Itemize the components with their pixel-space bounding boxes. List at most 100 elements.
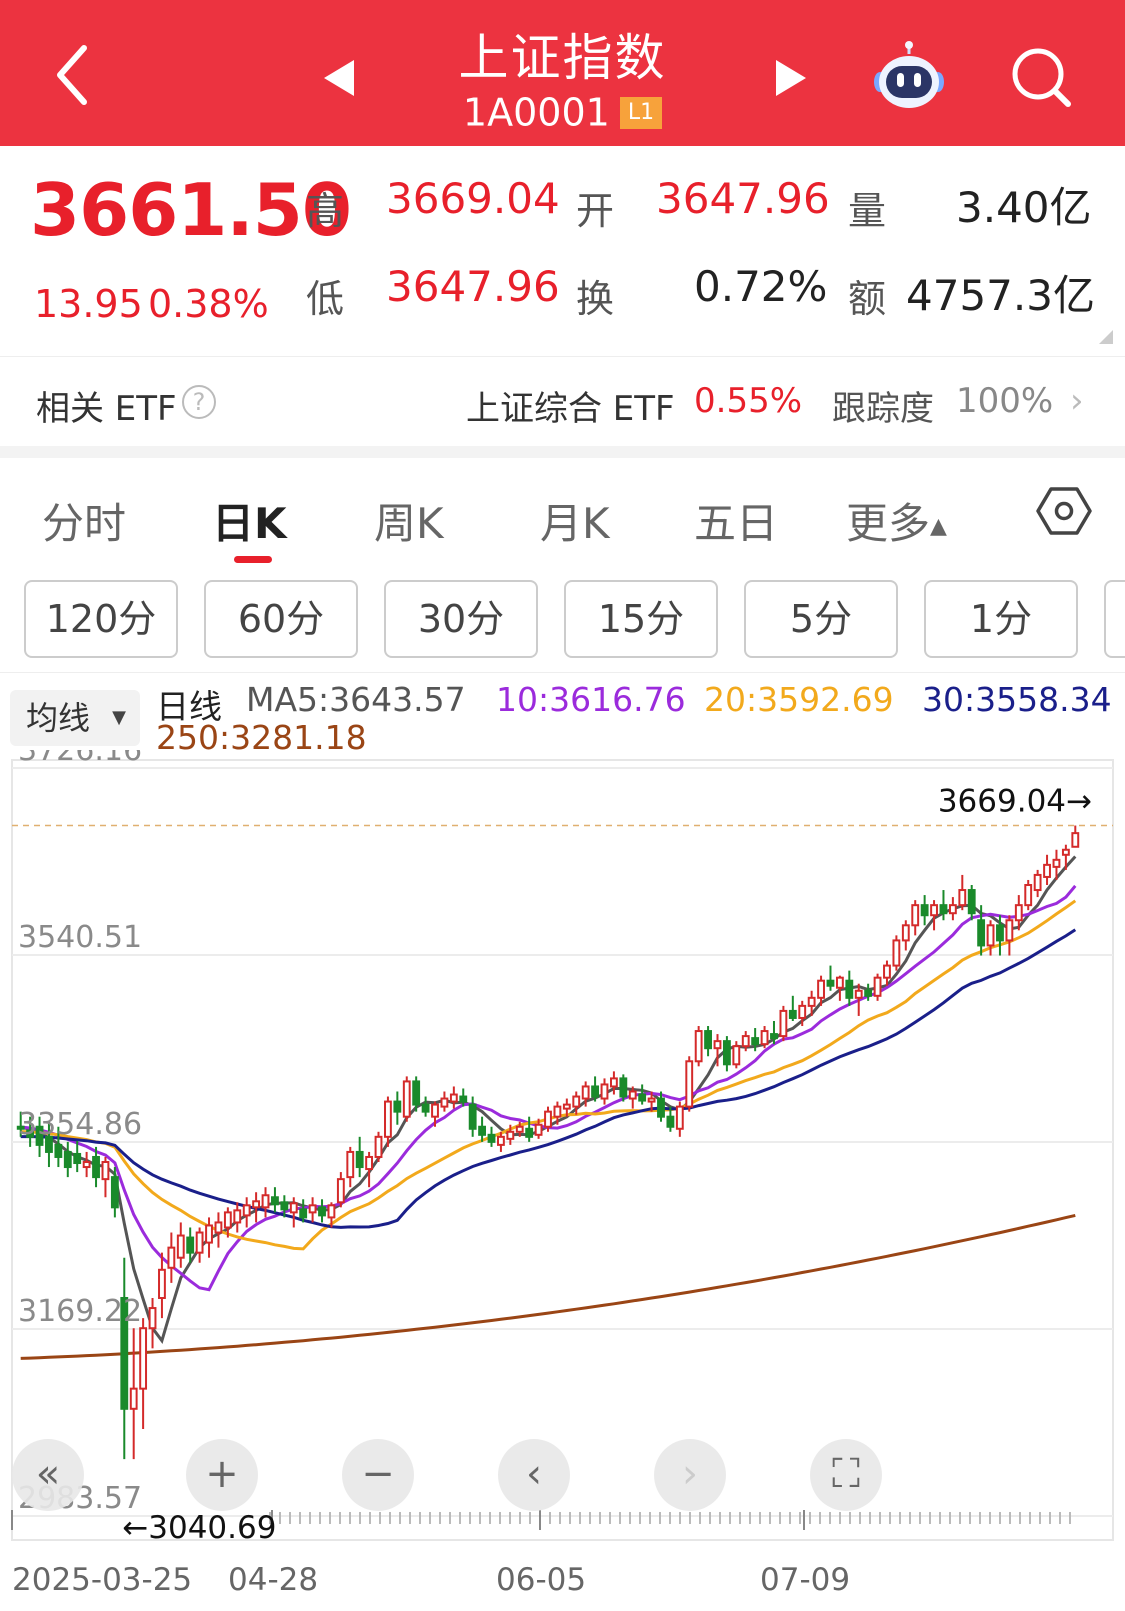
robot-assistant-icon[interactable]: [872, 40, 946, 114]
tab-daily-k[interactable]: 日K: [212, 499, 287, 548]
candle-body: [308, 1204, 317, 1214]
candle-body: [572, 1095, 581, 1108]
ma-selector[interactable]: 均线 ▼: [10, 690, 140, 746]
tab-five-day[interactable]: 五日: [694, 499, 779, 548]
candle-body: [139, 1327, 148, 1390]
candle-body: [525, 1127, 534, 1138]
section-divider: [0, 446, 1125, 458]
axis-labels: 3726.163540.513354.863169.222983.573669.…: [12, 750, 1092, 1598]
period-1min[interactable]: 1分: [924, 580, 1078, 658]
scroll-right-button[interactable]: ›: [654, 1439, 726, 1511]
candle-body: [35, 1125, 44, 1146]
candle-body: [346, 1150, 355, 1179]
candle-body: [120, 1296, 129, 1410]
zoom-in-button[interactable]: +: [186, 1439, 258, 1511]
candle-body: [883, 964, 891, 979]
candle-body: [497, 1135, 505, 1146]
candle-body: [704, 1030, 712, 1050]
related-etf-row[interactable]: 相关 ETF ? 上证综合 ETF 0.55% 跟踪度 100% ›: [0, 356, 1125, 446]
kline-chart[interactable]: 3726.16 3540.51 3354.86 3169.22 2983.57 3669.…: [0, 750, 1125, 1611]
chevron-right-icon: ›: [1070, 381, 1084, 421]
candle-body: [958, 889, 967, 907]
y-tick-label: 3354.86: [18, 1107, 142, 1142]
rewind-button[interactable]: «: [12, 1439, 84, 1511]
related-etf-label: 相关 ETF: [36, 389, 177, 429]
candle-body: [581, 1085, 590, 1100]
search-icon[interactable]: [1008, 44, 1074, 110]
candle-body: [892, 939, 901, 967]
candle-body: [421, 1103, 430, 1113]
period-120min[interactable]: 120分: [24, 580, 178, 658]
scroll-left-button[interactable]: ‹: [498, 1439, 570, 1511]
candle-body: [835, 976, 844, 989]
candle-body: [675, 1105, 684, 1130]
tab-weekly-k[interactable]: 周K: [374, 499, 444, 548]
x-tick-label: 06-05: [496, 1562, 586, 1598]
period-30min[interactable]: 30分: [384, 580, 538, 658]
candle-body: [431, 1103, 439, 1118]
candle-body: [82, 1161, 91, 1169]
candle-body: [195, 1231, 204, 1254]
candle-body: [365, 1155, 374, 1171]
turnover-value: 0.72%: [694, 262, 828, 311]
candle-body: [638, 1093, 647, 1102]
tracking-value: 100%: [956, 381, 1054, 421]
y-tick-label: 3726.16: [18, 750, 142, 768]
candle-body: [299, 1208, 308, 1219]
divider: [0, 672, 1125, 673]
candle-body: [1061, 848, 1070, 856]
help-icon[interactable]: ?: [182, 385, 216, 419]
candle-body: [101, 1161, 110, 1181]
candle-body: [845, 979, 854, 999]
x-tick-label: 04-28: [228, 1562, 318, 1598]
tab-monthly-k[interactable]: 月K: [540, 499, 610, 548]
candle-body: [694, 1030, 703, 1063]
candle-body: [271, 1196, 279, 1206]
candle-body: [741, 1035, 750, 1048]
candle-body: [16, 1125, 25, 1130]
candle-body: [129, 1387, 138, 1410]
kline-chart-svg: 3726.163540.513354.863169.222983.573669.…: [11, 750, 1114, 1598]
candle-body: [854, 989, 863, 999]
tab-more[interactable]: 更多▲: [846, 490, 947, 551]
candle-body: [977, 919, 986, 947]
candle-body: [798, 1004, 807, 1019]
period-60min[interactable]: 60分: [204, 580, 358, 658]
period-5min[interactable]: 5分: [744, 580, 898, 658]
candle-body: [374, 1135, 383, 1158]
candle-body: [261, 1194, 270, 1209]
stock-name-title: 上证指数: [458, 29, 667, 87]
candle-body: [1052, 858, 1061, 868]
candle-body: [148, 1307, 157, 1330]
zoom-out-button[interactable]: −: [342, 1439, 414, 1511]
candle-body: [751, 1037, 760, 1046]
candle-body: [205, 1224, 213, 1244]
candle-body: [788, 1009, 797, 1019]
tab-intraday[interactable]: 分时: [42, 499, 127, 548]
settings-hexagon-icon[interactable]: [1036, 486, 1092, 536]
candle-body: [327, 1204, 336, 1219]
candle-body: [73, 1152, 82, 1165]
candle-body: [826, 979, 835, 987]
candle-body: [666, 1115, 675, 1128]
candle-body: [1005, 919, 1014, 942]
candle-body: [459, 1095, 468, 1103]
next-stock-icon[interactable]: [770, 56, 810, 100]
period-chip-overflow[interactable]: [1104, 580, 1125, 658]
y-tick-label: 3169.22: [18, 1294, 142, 1329]
candle-body: [289, 1202, 298, 1214]
previous-stock-icon[interactable]: [320, 56, 360, 100]
candle-body: [214, 1221, 223, 1234]
candle-body: [515, 1125, 524, 1133]
expand-corner-icon[interactable]: [1099, 330, 1113, 344]
ma-prefix: 日线: [156, 687, 222, 726]
level-badge: L1: [619, 96, 663, 129]
candle-body: [901, 924, 910, 942]
candle-body: [628, 1090, 637, 1100]
back-arrow-icon[interactable]: [48, 40, 98, 110]
period-15min[interactable]: 15分: [564, 580, 718, 658]
candle-body: [685, 1060, 694, 1108]
candle-body: [506, 1130, 515, 1140]
fullscreen-button[interactable]: ⛶: [810, 1439, 882, 1511]
high-label: 高: [306, 189, 345, 233]
